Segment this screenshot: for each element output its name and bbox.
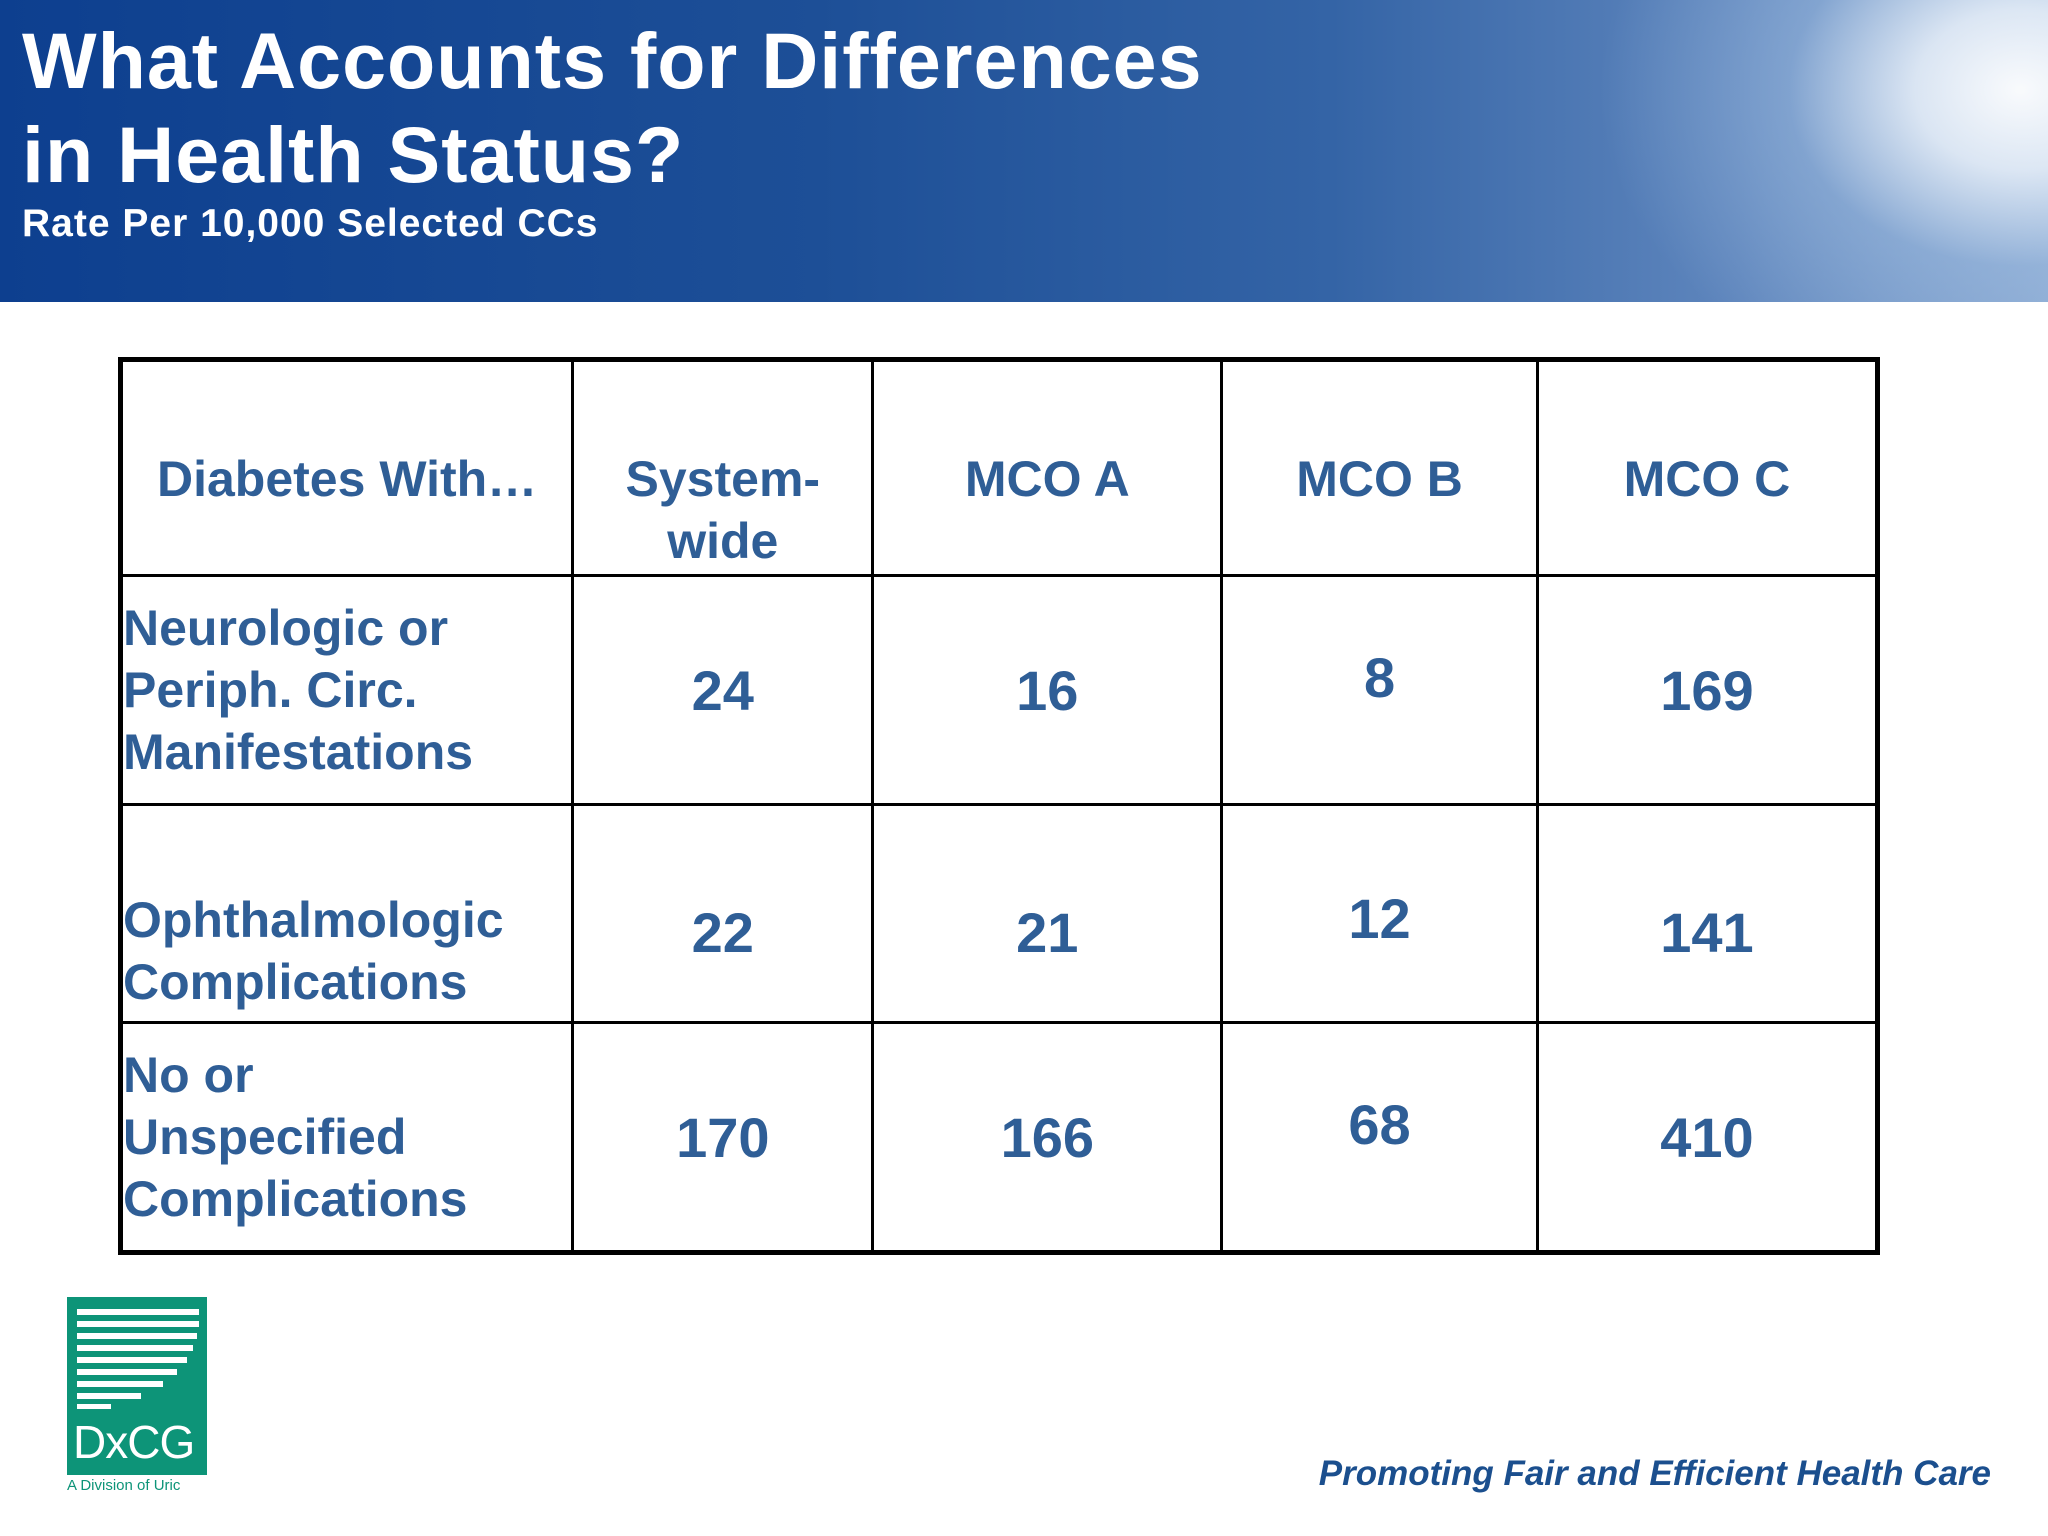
column-header-line: wide — [667, 513, 779, 569]
row-label-line: Periph. Circ. — [123, 662, 418, 719]
corner-header: Diabetes With… — [118, 358, 575, 577]
table-row: Neurologic or Periph. Circ. Manifestatio… — [118, 573, 1880, 807]
page-title: What Accounts for Differences in Health … — [22, 14, 1203, 202]
cell-value: 12 — [1220, 803, 1539, 1025]
dxcg-logo: DxCG A Division of Uric — [67, 1297, 209, 1494]
cell-value: 68 — [1220, 1021, 1539, 1254]
row-label-line: No or — [123, 1047, 254, 1104]
row-label-unspecified: No or Unspecified Complications — [118, 1021, 575, 1254]
cell-value: 22 — [571, 803, 875, 1025]
title-line-1: What Accounts for Differences — [22, 16, 1203, 105]
cell-value: 16 — [871, 573, 1224, 807]
logo-stripes-icon — [77, 1309, 199, 1409]
row-label-line: Complications — [123, 1171, 468, 1228]
column-header-mco-a: MCO A — [871, 358, 1224, 577]
cell-value: 170 — [571, 1021, 875, 1254]
cell-value: 169 — [1535, 573, 1880, 807]
row-label-line: Ophthalmologic — [123, 892, 504, 949]
row-label-line: Unspecified — [123, 1109, 407, 1166]
logo-subtext: A Division of Uric — [67, 1477, 181, 1494]
row-label-line: Manifestations — [123, 724, 474, 781]
cell-value: 166 — [871, 1021, 1224, 1254]
table-row: No or Unspecified Complications 170 166 … — [118, 1021, 1880, 1254]
column-header-mco-c: MCO C — [1535, 358, 1880, 577]
table-header-row: Diabetes With… System- wide MCO A MCO B … — [118, 358, 1880, 577]
cell-value: 21 — [871, 803, 1224, 1025]
cell-value: 8 — [1220, 573, 1539, 807]
row-label-line: Complications — [123, 954, 468, 1011]
cell-value: 24 — [571, 573, 875, 807]
logo-box: DxCG — [67, 1297, 207, 1475]
page-subtitle: Rate Per 10,000 Selected CCs — [22, 202, 599, 245]
row-label-ophthalmologic: Ophthalmologic Complications — [118, 803, 575, 1025]
cell-value: 141 — [1535, 803, 1880, 1025]
title-line-2: in Health Status? — [22, 110, 685, 199]
row-label-neurologic: Neurologic or Periph. Circ. Manifestatio… — [118, 573, 575, 807]
header-banner: What Accounts for Differences in Health … — [0, 0, 2048, 302]
diabetes-rate-table: Diabetes With… System- wide MCO A MCO B … — [118, 357, 1880, 1255]
column-header-system-wide: System- wide — [571, 358, 875, 577]
table-row: Ophthalmologic Complications 22 21 12 14… — [118, 803, 1880, 1025]
footer-tagline: Promoting Fair and Efficient Health Care — [1318, 1454, 1991, 1493]
column-header-line: System- — [625, 451, 821, 507]
cell-value: 410 — [1535, 1021, 1880, 1254]
logo-wordmark: DxCG — [73, 1416, 195, 1468]
row-label-line: Neurologic or — [123, 600, 449, 657]
column-header-mco-b: MCO B — [1220, 358, 1539, 577]
